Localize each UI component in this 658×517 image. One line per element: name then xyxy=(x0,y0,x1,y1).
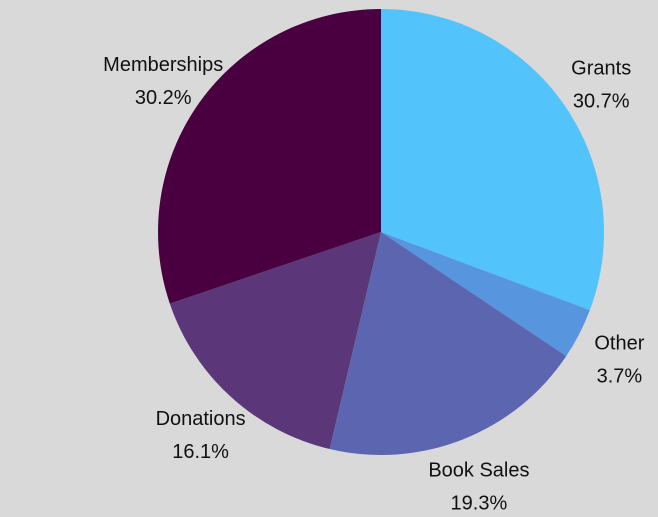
pie-slice-book-sales xyxy=(329,232,567,455)
slice-value-memberships: 30.2% xyxy=(135,87,192,109)
pie-slice-other xyxy=(381,232,590,357)
slice-value-grants: 30.7% xyxy=(573,90,630,112)
slice-name-other: Other xyxy=(594,332,644,354)
slice-name-memberships: Memberships xyxy=(103,54,223,76)
slice-value-other: 3.7% xyxy=(597,365,643,387)
slice-label-donations: Donations 16.1% xyxy=(156,408,246,463)
pie-slices xyxy=(158,9,604,455)
pie-slice-memberships xyxy=(158,9,381,304)
slice-label-book-sales: Book Sales 19.3% xyxy=(428,460,529,515)
slice-name-book-sales: Book Sales xyxy=(428,460,529,482)
slice-label-grants: Grants 30.7% xyxy=(571,57,631,112)
slice-label-other: Other 3.7% xyxy=(594,332,644,387)
slice-name-grants: Grants xyxy=(571,57,631,79)
pie-slice-grants xyxy=(381,9,604,311)
pie-slice-donations xyxy=(169,232,381,449)
slice-label-memberships: Memberships 30.2% xyxy=(103,54,223,109)
slice-name-donations: Donations xyxy=(156,408,246,430)
slice-value-donations: 16.1% xyxy=(172,441,229,463)
pie-labels: Grants 30.7% Other 3.7% Book Sales 19.3% Donat… xyxy=(103,54,645,515)
slice-value-book-sales: 19.3% xyxy=(451,493,508,515)
